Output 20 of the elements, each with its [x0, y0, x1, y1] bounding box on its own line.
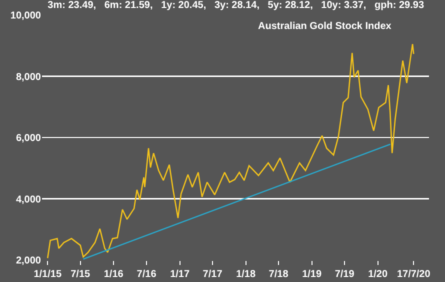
x-tick-label: 7/15 [70, 269, 91, 280]
x-tick-label: 1/16 [104, 269, 124, 280]
chart-title: 3m: 23.49, 6m: 21.59, 1y: 20.45, 3y: 28.14, 5y: 28.12, 10y: 3.37, gph: 29.93 [48, 0, 424, 11]
y-tick-label: 6,000 [16, 133, 42, 144]
y-tick-label: 10,000 [10, 10, 42, 22]
x-tick-label: 1/20 [368, 269, 388, 280]
x-tick-label: 1/19 [302, 269, 322, 280]
text: Australian Gold Stock Index [258, 21, 392, 32]
y-tick-label: 2,000 [16, 256, 42, 266]
x-tick-label: 7/17 [202, 269, 223, 280]
y-tick-label: 4,000 [16, 194, 42, 206]
x-tick-label: 7/19 [334, 269, 355, 280]
y-tick-label: 8,000 [16, 72, 42, 83]
x-tick-label: 7/18 [268, 269, 289, 280]
x-tick-label: 17/7/20 [396, 269, 431, 280]
line-series [46, 43, 414, 259]
x-tick-label: 7/16 [136, 269, 157, 280]
x-tick-label: 1/17 [170, 269, 190, 280]
x-tick-label: 1/18 [236, 269, 256, 280]
x-tick-label: 1/1/15 [34, 269, 62, 280]
